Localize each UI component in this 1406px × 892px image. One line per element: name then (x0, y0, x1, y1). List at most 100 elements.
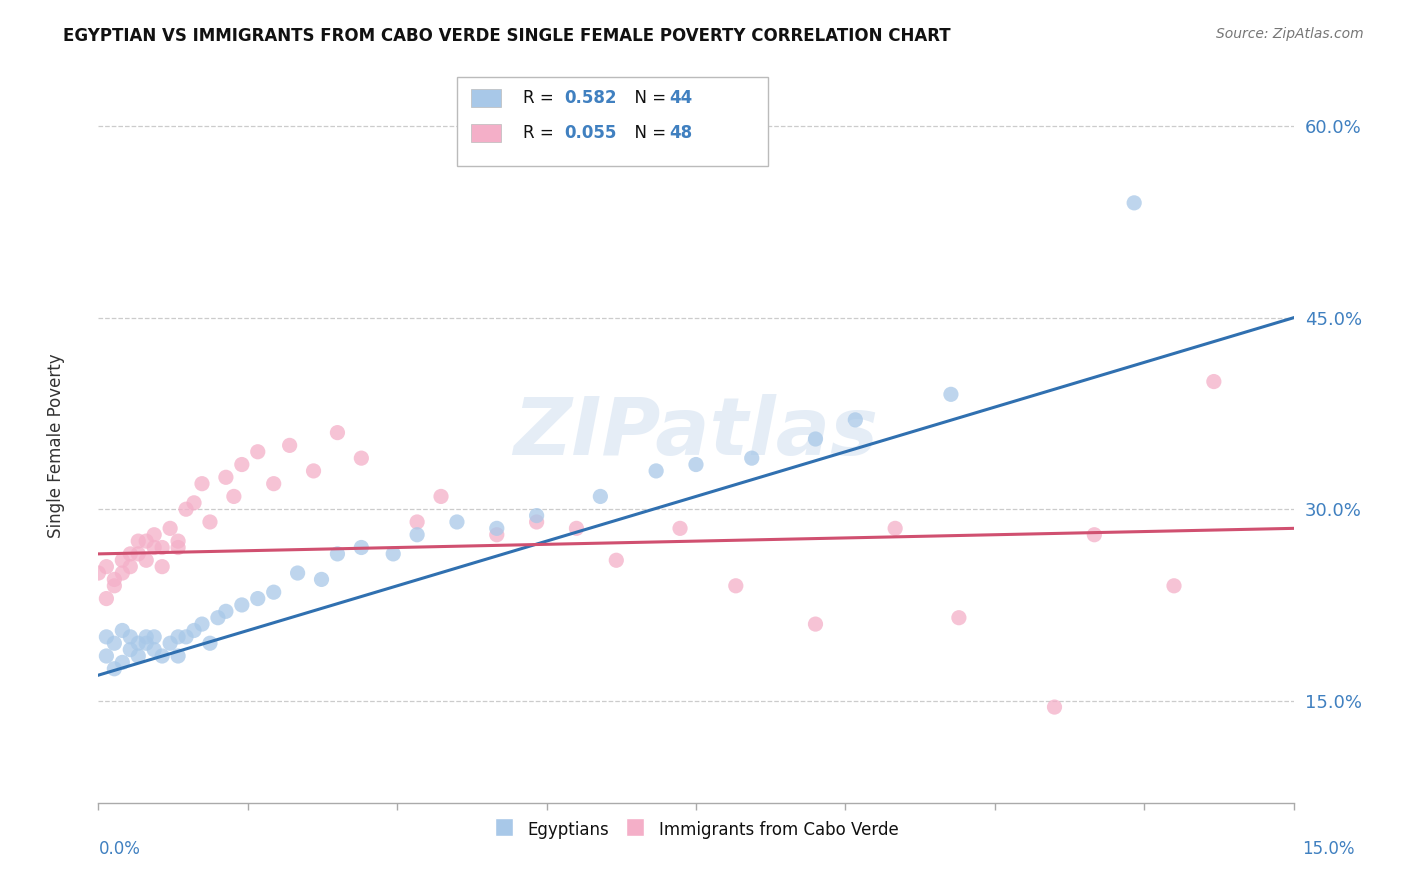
Point (246, 591, 269, 606)
Point (1123, 195, 1146, 210)
Point (135, 534, 157, 549)
Point (120, 547, 142, 561)
Point (804, 432, 827, 446)
Point (159, 636, 181, 650)
Point (215, 604, 238, 618)
Point (1163, 579, 1185, 593)
Point (645, 464, 668, 478)
Point (174, 502, 197, 516)
Point (87, 566, 110, 580)
Point (135, 553, 157, 567)
Point (302, 464, 325, 478)
Point (135, 636, 157, 650)
Point (150, 648, 173, 663)
Point (246, 444, 269, 458)
Point (287, 566, 309, 580)
Point (382, 547, 405, 561)
Point (485, 521, 508, 535)
Point (263, 585, 285, 599)
Point (96, 591, 118, 606)
Point (96, 559, 118, 574)
Point (103, 636, 125, 650)
Point (198, 636, 221, 650)
Text: 44: 44 (669, 89, 693, 107)
Point (127, 547, 149, 561)
Point (174, 630, 197, 644)
Point (589, 490, 612, 504)
Text: EGYPTIAN VS IMMIGRANTS FROM CABO VERDE SINGLE FEMALE POVERTY CORRELATION CHART: EGYPTIAN VS IMMIGRANTS FROM CABO VERDE S… (63, 27, 950, 45)
Point (167, 648, 190, 663)
Point (406, 515, 429, 529)
Point (96, 630, 118, 644)
Point (111, 624, 134, 638)
Point (844, 413, 866, 427)
Point (159, 521, 181, 535)
Point (741, 451, 763, 466)
Point (948, 611, 970, 625)
Point (167, 534, 190, 549)
Point (150, 559, 173, 574)
Legend: Egyptians, Immigrants from Cabo Verde: Egyptians, Immigrants from Cabo Verde (486, 813, 905, 847)
Point (263, 476, 285, 491)
Point (120, 642, 142, 657)
Text: R =: R = (523, 89, 558, 107)
Point (191, 617, 214, 632)
Point (207, 611, 229, 625)
Point (127, 648, 149, 663)
Text: N =: N = (624, 89, 672, 107)
Point (183, 624, 205, 638)
Point (111, 553, 134, 567)
Point (605, 553, 627, 567)
Point (222, 490, 245, 504)
Point (103, 579, 125, 593)
Point (143, 630, 166, 644)
Point (215, 470, 238, 484)
Point (111, 566, 134, 580)
Point (326, 547, 349, 561)
Text: 15.0%: 15.0% (1302, 840, 1355, 858)
Point (446, 515, 468, 529)
Point (231, 458, 253, 472)
Point (191, 476, 214, 491)
FancyBboxPatch shape (471, 123, 501, 142)
Point (120, 630, 142, 644)
Point (565, 521, 588, 535)
Point (167, 541, 190, 555)
Point (103, 662, 125, 676)
Point (350, 541, 373, 555)
Point (111, 656, 134, 670)
Point (96, 648, 118, 663)
Point (884, 521, 907, 535)
Text: ZIPatlas: ZIPatlas (513, 393, 879, 472)
Point (143, 527, 166, 541)
Text: 0.582: 0.582 (565, 89, 617, 107)
Point (350, 451, 373, 466)
Point (669, 521, 692, 535)
Point (939, 387, 962, 401)
Point (685, 458, 707, 472)
Text: 0.0%: 0.0% (98, 840, 141, 858)
Point (135, 630, 157, 644)
Point (103, 573, 125, 587)
Point (526, 508, 548, 523)
Point (120, 559, 142, 574)
Point (231, 598, 253, 612)
Point (143, 642, 166, 657)
Point (143, 541, 166, 555)
Point (485, 527, 508, 541)
Text: 48: 48 (669, 124, 693, 142)
FancyBboxPatch shape (457, 78, 768, 166)
Point (1043, 700, 1066, 714)
Text: Single Female Poverty: Single Female Poverty (48, 354, 65, 538)
Point (183, 496, 205, 510)
Point (430, 490, 453, 504)
Text: Source: ZipAtlas.com: Source: ZipAtlas.com (1216, 27, 1364, 41)
Point (804, 617, 827, 632)
Point (127, 534, 149, 549)
Point (1083, 527, 1105, 541)
Text: 0.055: 0.055 (565, 124, 617, 142)
FancyBboxPatch shape (471, 88, 501, 107)
Point (1202, 375, 1225, 389)
Text: N =: N = (624, 124, 672, 142)
Point (278, 438, 301, 452)
